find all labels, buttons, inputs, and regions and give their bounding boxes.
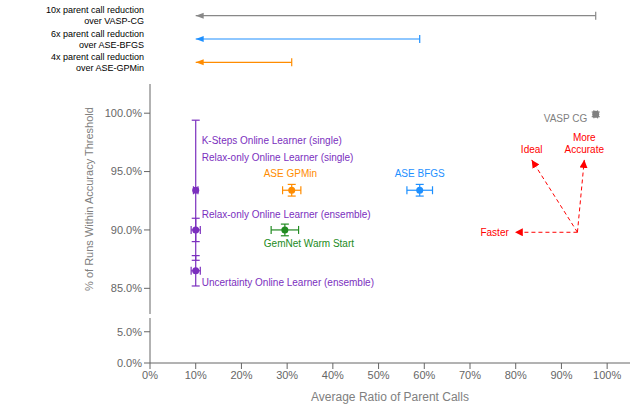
svg-text:90%: 90% [550,369,572,381]
svg-text:Relax-only Online Learner (sin: Relax-only Online Learner (single) [202,152,354,163]
svg-text:Faster: Faster [480,227,509,238]
svg-text:5.0%: 5.0% [117,326,142,338]
svg-text:100%: 100% [593,369,621,381]
svg-text:% of Runs Within Accuracy Thre: % of Runs Within Accuracy Threshold [83,107,95,291]
svg-text:ASE BFGS: ASE BFGS [395,168,445,179]
svg-text:10x parent call reductionover: 10x parent call reductionover VASP-CG [46,5,144,26]
svg-text:90.0%: 90.0% [111,224,142,236]
svg-text:30%: 30% [276,369,298,381]
svg-text:85.0%: 85.0% [111,282,142,294]
svg-text:0.0%: 0.0% [117,357,142,369]
svg-text:Relax-only Online Learner (ens: Relax-only Online Learner (ensemble) [202,209,371,220]
svg-text:0%: 0% [142,369,158,381]
svg-text:MoreAccurate: MoreAccurate [565,132,605,155]
svg-text:80%: 80% [505,369,527,381]
svg-text:K-Steps Online Learner (single: K-Steps Online Learner (single) [202,135,342,146]
svg-text:95.0%: 95.0% [111,165,142,177]
svg-text:10%: 10% [185,369,207,381]
svg-text:20%: 20% [230,369,252,381]
svg-text:Average Ratio of Parent Calls: Average Ratio of Parent Calls [311,390,469,404]
svg-text:40%: 40% [322,369,344,381]
svg-text:50%: 50% [368,369,390,381]
svg-text:Uncertainty Online Learner (en: Uncertainty Online Learner (ensemble) [202,277,374,288]
svg-text:ASE GPMin: ASE GPMin [264,168,317,179]
svg-text:Ideal: Ideal [521,144,543,155]
svg-text:GemNet Warm Start: GemNet Warm Start [264,238,354,249]
svg-text:4x parent call reductionover A: 4x parent call reductionover ASE-GPMin [51,52,144,73]
svg-text:6x parent call reductionover A: 6x parent call reductionover ASE-BFGS [51,29,144,50]
svg-text:70%: 70% [459,369,481,381]
svg-text:VASP CG: VASP CG [544,113,588,124]
svg-text:60%: 60% [413,369,435,381]
svg-text:100.0%: 100.0% [105,107,143,119]
